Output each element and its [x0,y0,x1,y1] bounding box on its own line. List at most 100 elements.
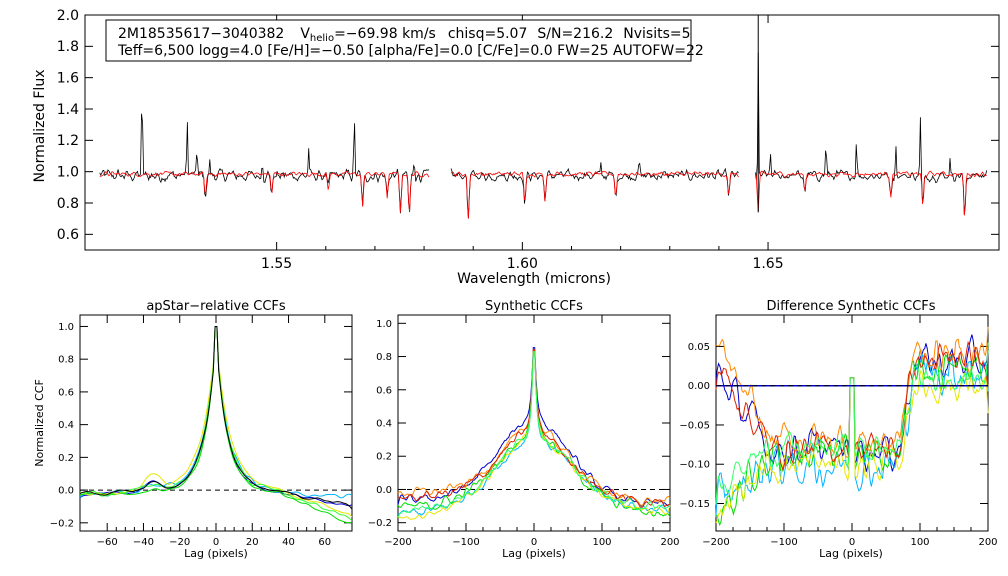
difference-ccf-xtick-label: 200 [978,537,997,548]
difference-ccf-xlabel: Lag (pixels) [819,547,883,560]
apstar-ccf-visit-2-line [79,326,353,499]
apstar-ccf-xtick-label: −60 [97,537,118,548]
apstar-ccf-mean-line [79,326,353,510]
info-box: 2M18535617−3040382 Vhelio=−69.98 km/s chis… [105,19,704,62]
info-nvisits: Nvisits=5 [623,26,690,42]
apstar-ccf-ytick-label: 0.0 [58,486,74,497]
synthetic-ccf-xtick-label: −200 [384,537,411,548]
spectrum-ticks: 1.55 1.60 1.65 0.6 0.8 1.0 1.2 1.4 1.6 1.8 2.0 [57,8,999,272]
spectrum-xtick-label: 1.55 [261,256,292,272]
synthetic-ccf-visit-2-line [397,351,671,516]
apstar-ccf-visit-4-line [79,326,353,518]
spectrum-xtick-label: 1.60 [507,256,538,272]
difference-ccf-visit-4-line [715,369,989,523]
apstar-ccf-xtick-label: 20 [246,537,259,548]
apstar-ccf-ytick-label: 0.8 [58,355,74,366]
apstar-ccf-title: apStar−relative CCFs [146,299,286,314]
apstar-ccf-xtick-label: 60 [318,537,331,548]
synthetic-ccf-title: Synthetic CCFs [485,299,583,314]
apstar-ccf-ytick-label: 1.0 [58,322,74,333]
difference-ccf-title: Difference Synthetic CCFs [766,299,935,314]
apstar-ccf-ticks: −60 −40 −20 0 20 40 60 −0.2 0.0 0.2 0.4 0.6 0.8 1.0 [50,315,352,548]
info-vhelio-label: V [300,26,310,42]
apstar-ccf-xtick-label: 0 [213,537,219,548]
spectrum-xlabel: Wavelength (microns) [457,271,611,287]
difference-ccf-ytick-label: −0.15 [679,499,710,510]
synthetic-ccf-ticks: −200 −100 0 100 200 −0.2 0.0 0.2 0.4 0.6 0.8 1.0 [368,315,680,548]
info-chisq: chisq=5.07 [448,26,528,42]
synthetic-ccf-visit-7-line [397,351,671,518]
apstar-ccf-xtick-label: −40 [133,537,154,548]
difference-ccf-ticks: −200 −100 0 100 200 −0.15 −0.10 −0.05 0.00 0.05 [679,315,998,548]
info-line-2: Teff=6,500 logg=4.0 [Fe/H]=−0.50 [alpha/… [117,43,704,59]
spectrum-ytick-label: 1.6 [57,71,79,87]
apstar-ccf-ytick-label: 0.2 [58,453,74,464]
synthetic-ccf-xtick-label: 0 [531,537,537,548]
synthetic-ccf-xlabel: Lag (pixels) [502,547,566,560]
synthetic-ccf-visit-5-line [397,349,671,506]
synthetic-ccf-xtick-label: 100 [592,537,611,548]
difference-ccf-visit-5-line [715,326,989,458]
difference-ccf-visit-7-line [715,350,989,505]
apstar-ccf-xtick-label: −20 [169,537,190,548]
apstar-ccf-visit-1-line [79,326,353,507]
difference-ccf-xtick-label: −200 [702,537,729,548]
difference-ccf-xtick-label: −100 [770,537,797,548]
spectrum-frame [84,14,1000,251]
synthetic-ccf-ytick-label: −0.2 [368,518,392,529]
info-snr: S/N=216.2 [537,26,613,42]
info-line-1: 2M18535617−3040382 Vhelio=−69.98 km/s chis… [118,26,691,44]
info-vhelio-value: =−69.98 km/s [334,26,436,42]
spectrum-panel: 1.55 1.60 1.65 0.6 0.8 1.0 1.2 1.4 1.6 1.8 2.0 Wav… [32,8,1000,287]
spectrum-ytick-label: 1.8 [57,39,79,55]
difference-ccf-ytick-label: −0.05 [679,420,710,431]
spectrum-ytick-label: 0.6 [57,227,79,243]
spectrum-ylabel: Normalized Flux [32,70,48,183]
spectrum-model-line-chip-3 [754,170,987,216]
info-box-frame [105,19,692,62]
spectrum-ytick-label: 1.4 [57,102,79,118]
difference-ccf-ytick-label: 0.05 [688,342,710,353]
synthetic-ccf-xtick-label: 200 [660,537,679,548]
spectrum-ytick-label: 1.2 [57,133,79,149]
synthetic-ccf-ytick-label: 1.0 [376,319,392,330]
difference-ccf-xtick-label: 0 [849,537,855,548]
spectrum-model-line-chip-1 [99,170,430,213]
difference-ccf-series [715,326,989,527]
spectrum-observed-line-chip-3 [754,52,988,215]
difference-ccf-xtick-label: 100 [910,537,929,548]
difference-ccf-visit-2-line [715,353,989,517]
apstar-ccf-xtick-label: 40 [282,537,295,548]
difference-ccf-visit-3-line [715,342,989,527]
spectrum-series [99,15,988,219]
spectrum-model-line-chip-2 [450,170,739,219]
apstar-ccf-ytick-label: −0.2 [50,518,74,529]
synthetic-ccf-ytick-label: 0.2 [376,452,392,463]
spectrum-xtick-label: 1.65 [752,256,783,272]
difference-ccf-ytick-label: 0.00 [688,381,710,392]
synthetic-ccf-visit-1-line [397,347,671,507]
spectrum-ytick-label: 2.0 [57,8,79,24]
apstar-ccf-visit-3-line [79,326,353,524]
synthetic-ccf-visit-4-line [397,351,671,520]
apstar-ccf-xlabel: Lag (pixels) [184,547,248,560]
synthetic-ccf-ytick-label: 0.4 [376,419,392,430]
synthetic-ccf-xtick-label: −100 [452,537,479,548]
apstar-ccf-panel: apStar−relative CCFs −60 −40 −20 0 20 40 60 −0.… [33,299,353,560]
apstar-ccf-ytick-label: 0.6 [58,387,74,398]
difference-ccf-visit-6-line [715,340,989,472]
spectrum-ytick-label: 0.8 [57,196,79,212]
synthetic-ccf-ytick-label: 0.6 [376,385,392,396]
apstar-ccf-series [79,326,353,524]
synthetic-ccf-panel: Synthetic CCFs −200 −100 0 100 200 −0.2 0.0 0.2… [368,299,680,560]
spectrum-observed-line-chip-1 [99,113,430,214]
spectrum-ytick-label: 1.0 [57,165,79,181]
info-vhelio-sub: helio [310,33,334,44]
synthetic-ccf-ytick-label: 0.8 [376,352,392,363]
synthetic-ccf-visit-6-line [397,349,671,508]
synthetic-ccf-series [397,347,671,520]
difference-ccf-panel: Difference Synthetic CCFs −200 −100 0 100 20… [679,299,997,560]
info-star-id: 2M18535617−3040382 [118,26,284,42]
spectrum-observed-line-chip-2 [450,162,739,219]
